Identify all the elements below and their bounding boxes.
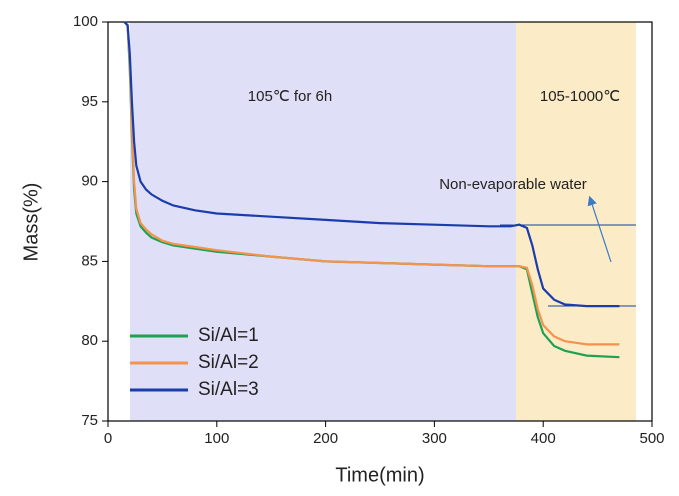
y-tick-label: 100 [73,13,98,30]
stage-region [516,22,636,421]
x-axis-label: Time(min) [335,464,424,486]
annotation: Non-evaporable water [439,176,587,193]
stage-region [130,22,516,421]
y-tick-label: 85 [81,252,98,269]
legend-label: Si/Al=2 [198,352,259,373]
y-tick-label: 75 [81,412,98,429]
y-tick-label: 90 [81,173,98,190]
annotation-arrow [587,195,612,263]
x-tick-label: 400 [531,430,556,447]
x-tick-label: 500 [639,430,664,447]
legend: Si/Al=1 Si/Al=2 Si/Al=3 [130,325,259,400]
data-line [123,21,620,308]
x-tick-label: 300 [422,430,447,447]
legend-label: Si/Al=1 [198,325,259,346]
y-axis-label: Mass(%) [20,183,42,262]
annotation: 105-1000℃ [540,88,620,105]
annotation: 105℃ for 6h [248,88,332,105]
y-tick-label: 95 [81,93,98,110]
plot-frame [107,21,653,422]
x-tick-label: 200 [313,430,338,447]
x-tick-label: 100 [204,430,229,447]
legend-label: Si/Al=3 [198,379,259,400]
data-line [123,21,620,346]
y-tick-label: 80 [81,332,98,349]
x-tick-label: 0 [104,430,112,447]
